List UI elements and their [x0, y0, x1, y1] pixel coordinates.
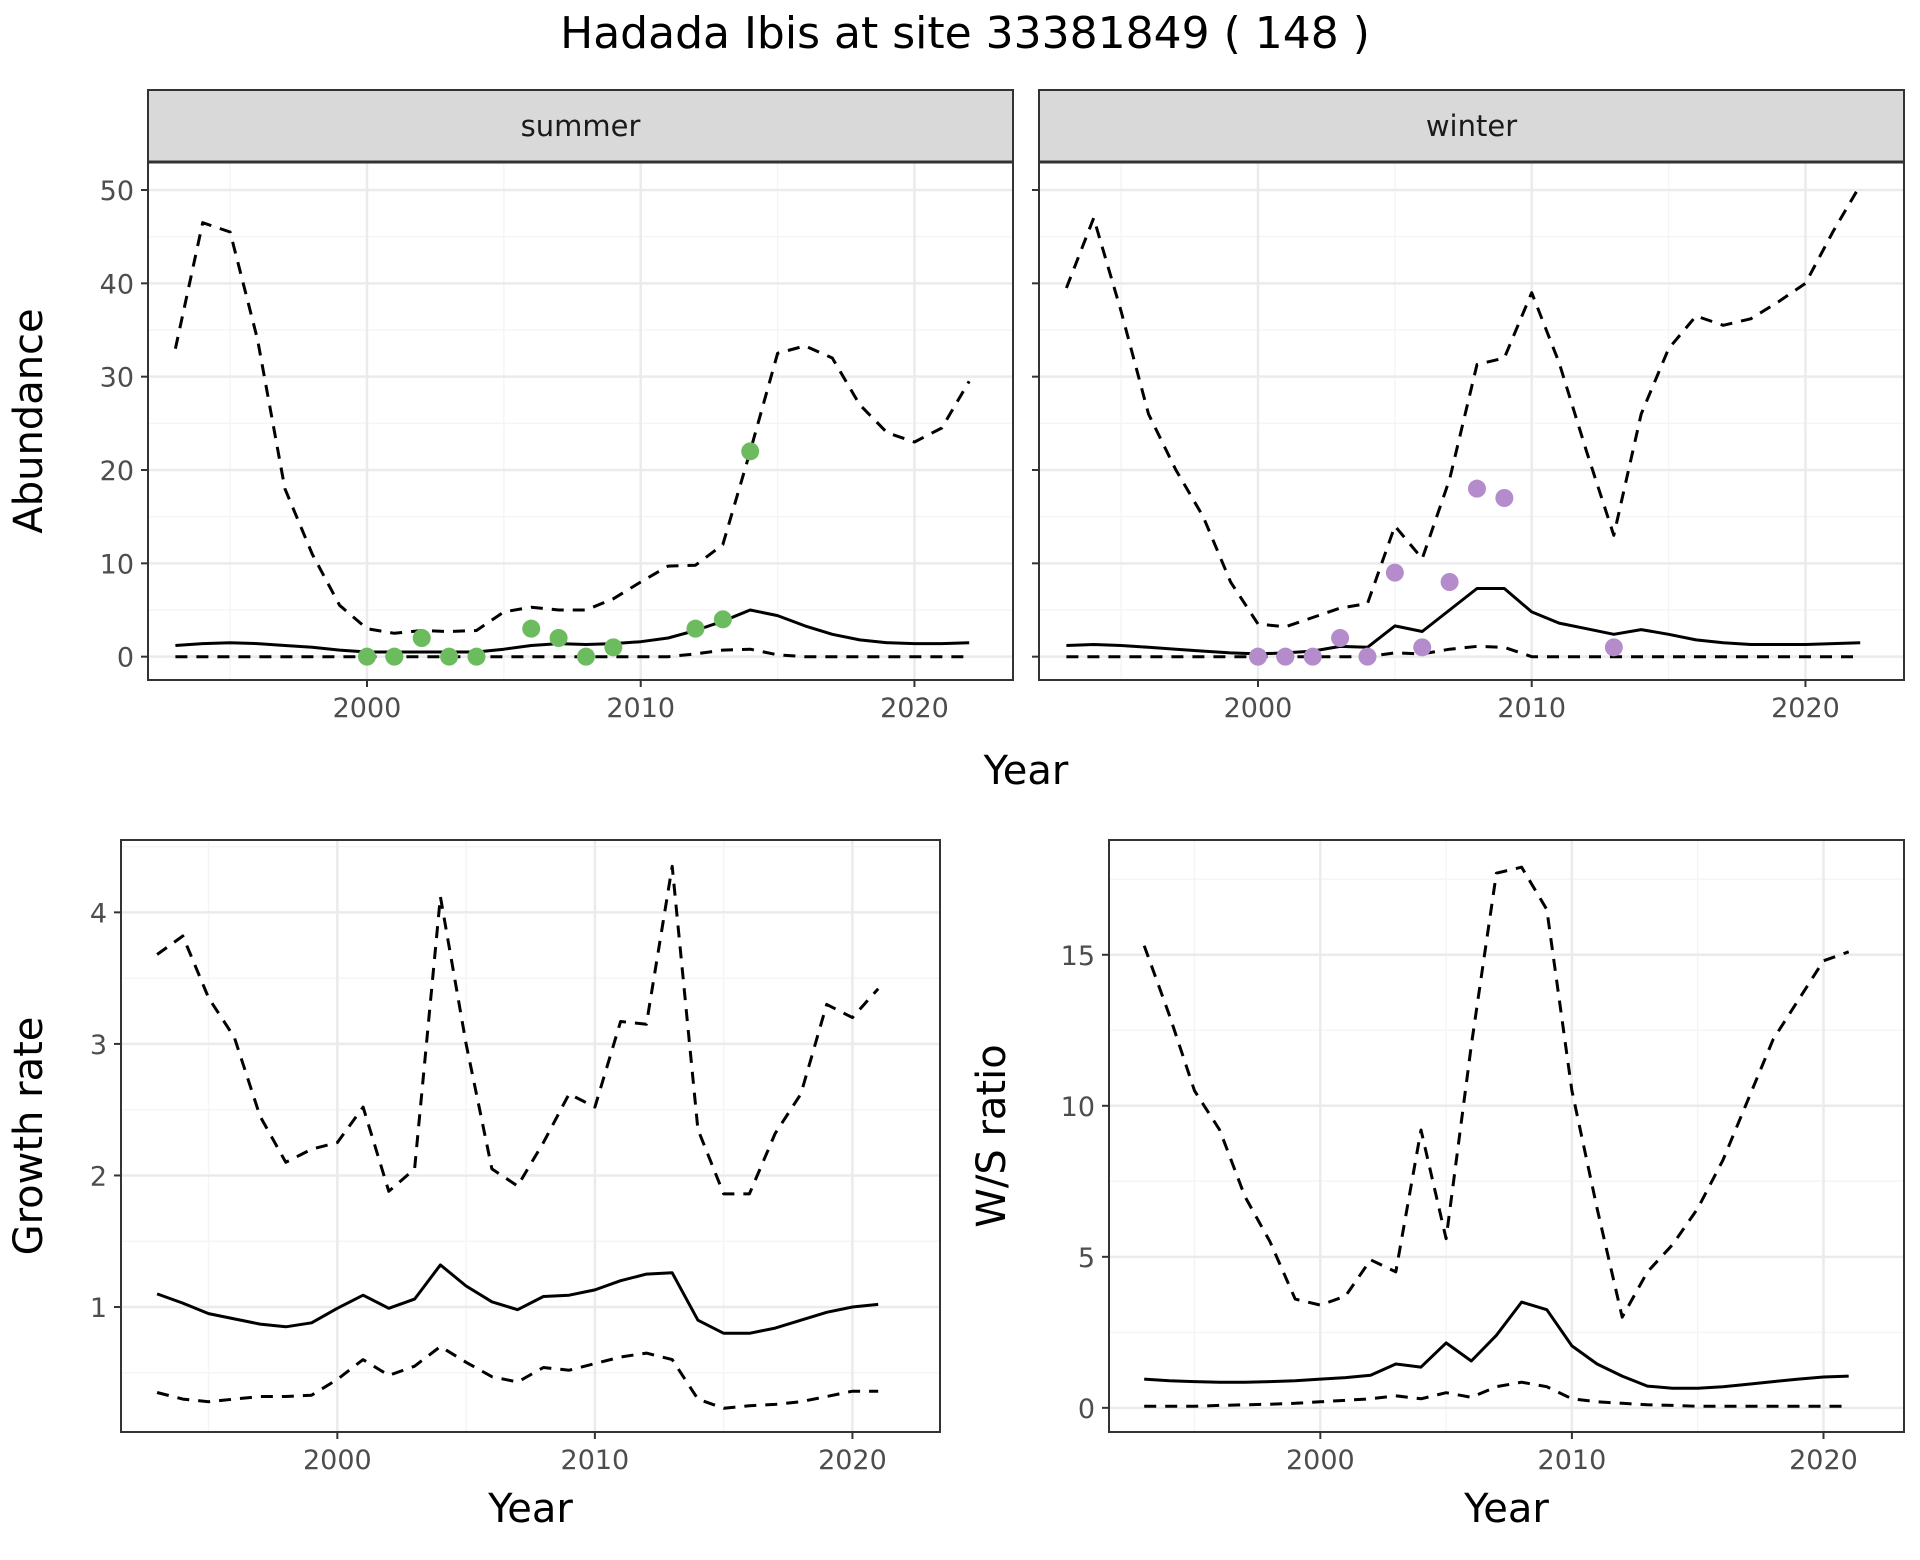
data-point	[1303, 647, 1322, 666]
facet-strip-label: winter	[1426, 109, 1517, 143]
x-tick-label: 2010	[1538, 1445, 1607, 1476]
x-axis-title: Year	[1463, 1486, 1549, 1532]
minor-grid	[148, 162, 1013, 680]
x-axis-title: Year	[487, 1486, 573, 1532]
x-tick-label: 2010	[606, 693, 675, 724]
y-axis-title: W/S ratio	[969, 1044, 1015, 1227]
series-line-solid-0	[1144, 1300, 1849, 1390]
y-tick-label: 20	[100, 456, 134, 487]
y-tick-label: 3	[90, 1030, 107, 1061]
minor-grid	[1039, 162, 1904, 680]
observed-points	[1248, 479, 1623, 666]
x-axis-title-top: Year	[983, 748, 1069, 794]
series-line-dashed-1	[1065, 184, 1862, 629]
facet-strip	[147, 89, 1014, 163]
data-point	[1413, 638, 1432, 657]
x-tick-label: 2000	[303, 1445, 372, 1476]
series-line-solid-0	[156, 1263, 879, 1335]
data-point	[741, 442, 760, 461]
major-grid	[121, 840, 940, 1432]
x-tick-label: 2000	[1286, 1445, 1355, 1476]
x-tick-label: 2020	[1789, 1445, 1858, 1476]
data-point	[1467, 479, 1486, 498]
chart-title: Hadada Ibis at site 33381849 ( 148 )	[560, 8, 1370, 59]
data-point	[1331, 629, 1350, 647]
data-point	[1358, 647, 1377, 666]
data-point	[1495, 489, 1514, 507]
panel-summer: summer 2000 2010 2020 0 10 20 30 40 50 Abundance	[6, 89, 1014, 724]
data-point	[412, 629, 431, 647]
y-tick-label: 50	[100, 176, 134, 207]
y-tick-label: 5	[1078, 1243, 1095, 1274]
series-line-dashed-2	[1144, 1380, 1849, 1408]
x-tick-label: 2020	[880, 693, 949, 724]
y-tick-label: 2	[90, 1161, 107, 1192]
x-tick-label: 2000	[333, 693, 402, 724]
major-grid	[1039, 162, 1904, 680]
series-line-solid-0	[1066, 587, 1861, 656]
data-point	[467, 647, 486, 666]
series-line-solid-0	[175, 608, 970, 654]
plot-area	[121, 840, 940, 1432]
data-point	[604, 638, 623, 657]
plot-area	[1039, 162, 1904, 680]
panel-border	[120, 839, 941, 1433]
panel-ws-ratio: 2000 2010 2020 0 5 10 15 Year W/S ratio	[969, 839, 1905, 1532]
facet-strip-label: summer	[521, 109, 641, 143]
y-tick-label: 30	[100, 363, 134, 394]
data-point	[686, 619, 705, 638]
panel-growth: 2000 2010 2020 1 2 3 4 Year Growth rate	[6, 839, 941, 1532]
data-point	[385, 647, 404, 666]
panel-border	[1108, 839, 1905, 1433]
minor-grid	[1109, 840, 1904, 1432]
y-tick-label: 40	[100, 269, 134, 300]
y-tick-label: 10	[1061, 1092, 1095, 1123]
data-point	[522, 619, 541, 638]
x-tick-label: 2010	[561, 1445, 630, 1476]
series-line-dashed-1	[156, 864, 880, 1196]
data-point	[1385, 563, 1404, 582]
y-axis-title: Growth rate	[6, 1017, 52, 1256]
data-point	[1276, 647, 1295, 666]
major-grid	[1109, 840, 1904, 1432]
y-tick-label: 10	[100, 549, 134, 580]
y-tick-label: 1	[90, 1293, 107, 1324]
panel-winter: winter 2000 2010 2020	[1032, 89, 1905, 724]
observed-points	[357, 442, 760, 666]
x-tick-label: 2020	[1771, 693, 1840, 724]
data-point	[1248, 647, 1267, 666]
y-tick-label: 0	[1078, 1394, 1095, 1425]
series-line-dashed-2	[175, 647, 970, 659]
x-tick-label: 2000	[1224, 693, 1293, 724]
data-point	[1604, 638, 1623, 657]
data-point	[576, 647, 595, 666]
data-point	[549, 629, 568, 647]
data-point	[440, 647, 459, 666]
plot-area	[1109, 840, 1904, 1432]
data-point	[1440, 573, 1459, 591]
x-tick-label: 2010	[1497, 693, 1566, 724]
y-tick-label: 15	[1061, 941, 1095, 972]
series-line-dashed-1	[1142, 865, 1850, 1319]
data-point	[357, 647, 376, 666]
y-axis-title: Abundance	[6, 308, 52, 533]
y-tick-label: 4	[90, 898, 107, 929]
y-tick-label: 0	[117, 643, 134, 674]
plot-area	[148, 162, 1013, 680]
series-line-dashed-2	[1066, 644, 1861, 659]
x-tick-label: 2020	[818, 1445, 887, 1476]
data-point	[713, 610, 732, 629]
